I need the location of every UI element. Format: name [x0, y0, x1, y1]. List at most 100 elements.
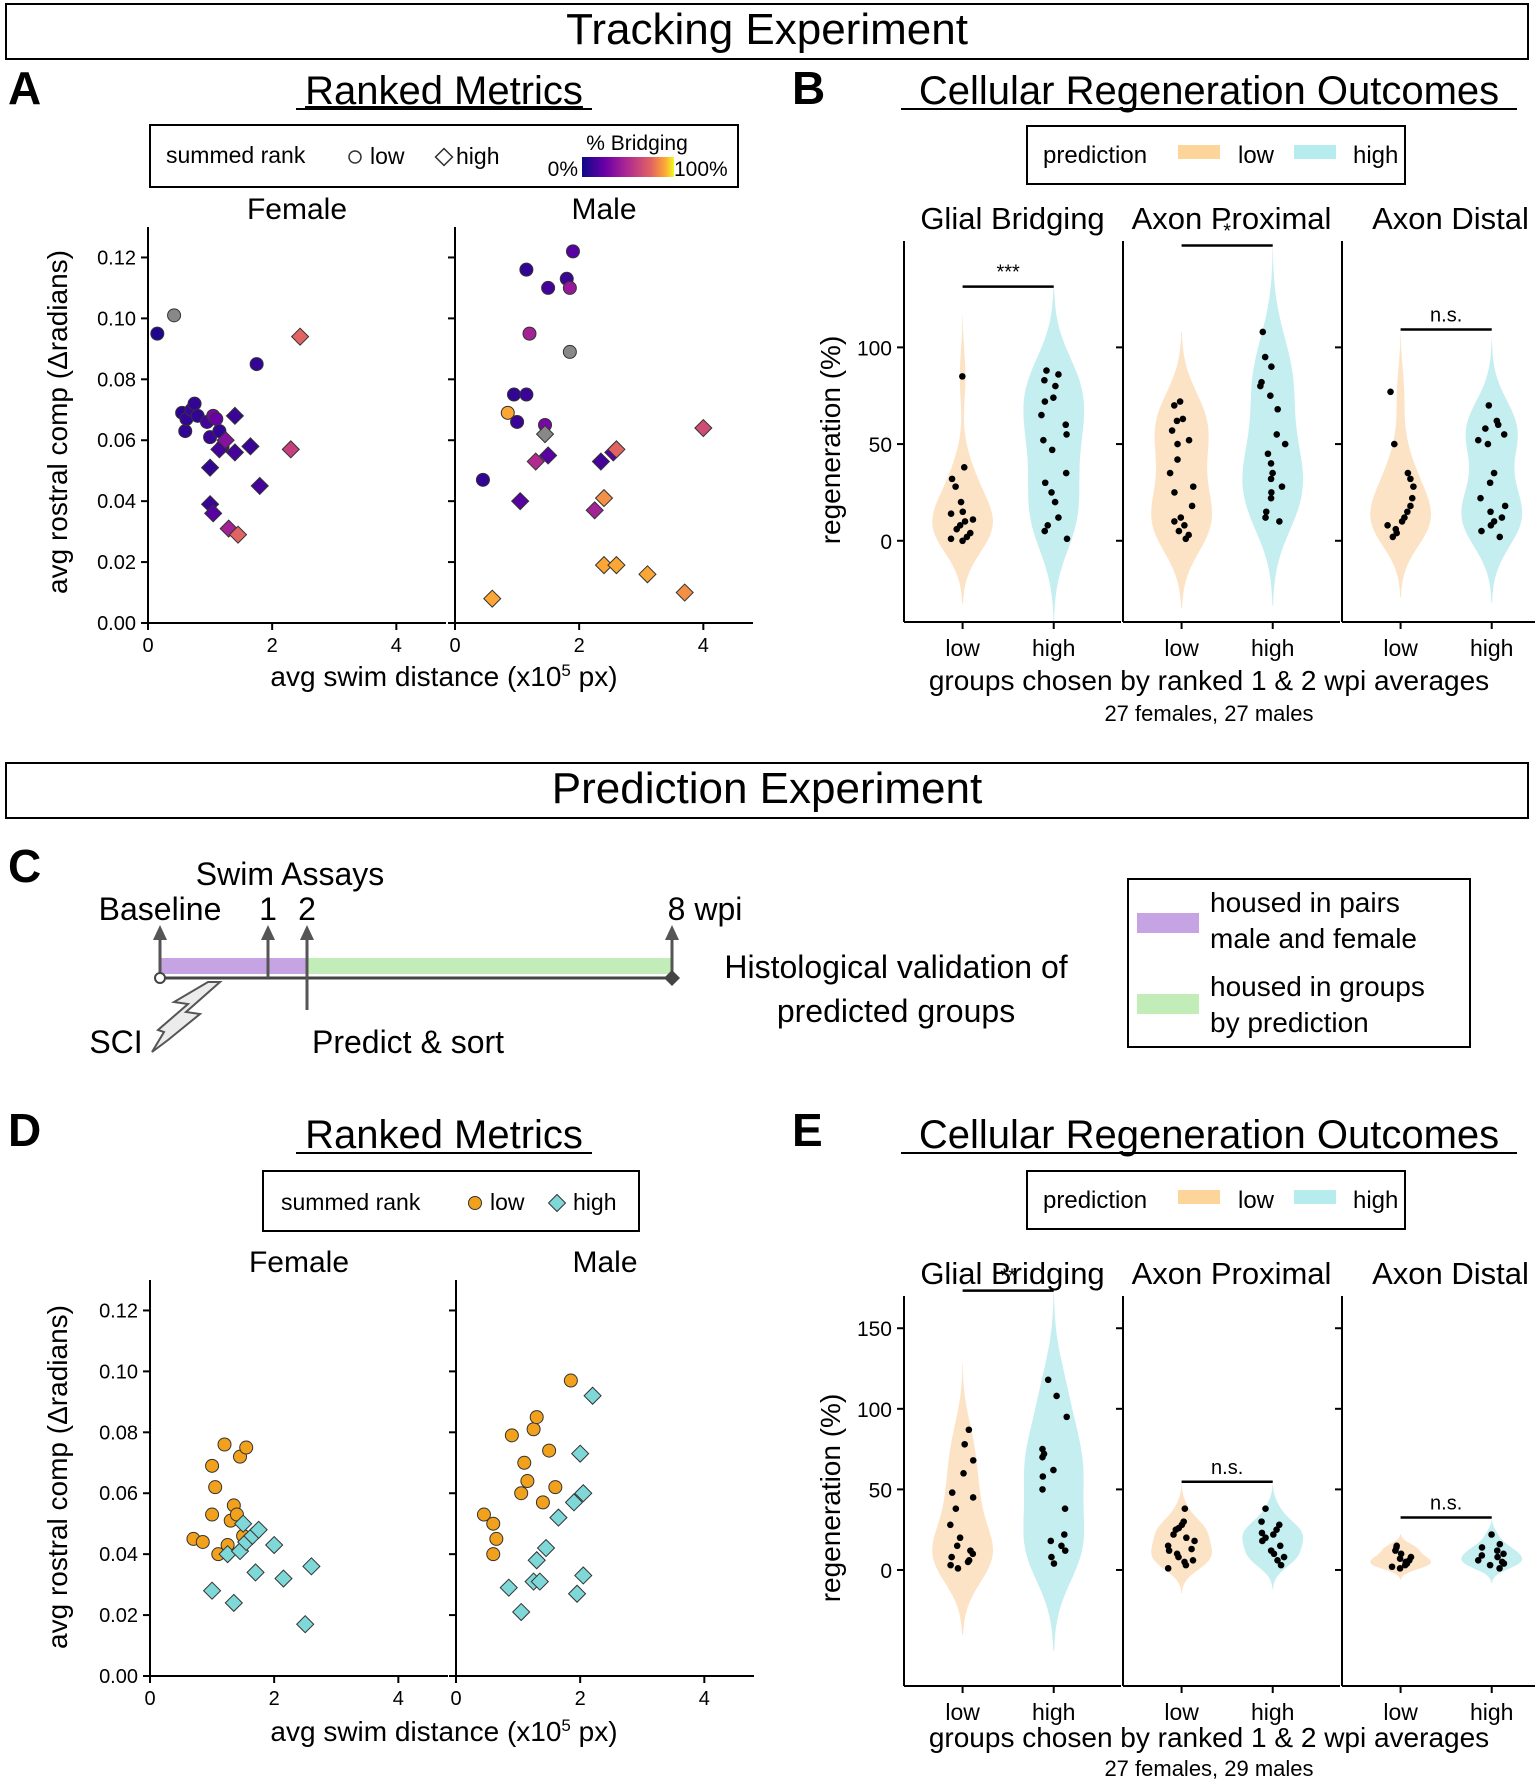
point-high — [225, 406, 245, 426]
colorbar-min: 0% — [548, 158, 578, 181]
data-point — [1484, 440, 1492, 448]
high-swatch — [1294, 1190, 1336, 1204]
data-point — [1474, 1556, 1482, 1564]
data-point — [1189, 483, 1197, 490]
point-high — [694, 418, 713, 438]
data-point — [1063, 1413, 1071, 1421]
data-point — [1268, 363, 1275, 371]
data-point — [1387, 388, 1394, 396]
point-high — [202, 1581, 222, 1600]
data-point — [1176, 398, 1184, 405]
data-point — [1041, 527, 1049, 535]
significance-label: n.s. — [1211, 1457, 1243, 1479]
data-point — [1267, 460, 1275, 467]
data-point — [1486, 479, 1494, 487]
y-tick-label: 0.06 — [97, 430, 136, 452]
panel-d-legend-label: summed rank — [281, 1189, 421, 1215]
group-housing-bar — [308, 958, 672, 974]
data-point — [1261, 353, 1269, 361]
data-point — [1501, 502, 1509, 510]
data-point — [961, 1440, 968, 1448]
data-point — [1274, 1556, 1281, 1564]
point-high — [594, 555, 614, 575]
point-high — [567, 1584, 587, 1603]
violin-low — [1370, 331, 1431, 598]
panel-letter-a: A — [8, 62, 41, 114]
data-point — [1062, 469, 1070, 477]
data-point — [956, 1534, 964, 1542]
panel-a-xlabel: avg swim distance (x105 px) — [270, 661, 617, 692]
point-high — [246, 1563, 265, 1582]
point-high — [203, 504, 223, 523]
panel-e-note: 27 females, 29 males — [1104, 1756, 1313, 1781]
data-point — [1058, 1542, 1065, 1550]
panel-e-legend-high: high — [1353, 1187, 1398, 1214]
significance-label: n.s. — [1430, 1492, 1462, 1514]
data-point — [1408, 494, 1416, 502]
data-point — [1257, 382, 1264, 390]
y-tick-label: 0.12 — [99, 1300, 138, 1322]
data-point — [948, 475, 956, 483]
data-point — [969, 516, 977, 523]
data-point — [1055, 514, 1062, 521]
point-low — [209, 411, 224, 426]
data-point — [1174, 456, 1181, 463]
point-low — [217, 1437, 232, 1452]
panel-letter-c: C — [8, 840, 41, 892]
data-point — [1410, 483, 1417, 490]
data-point — [1038, 411, 1045, 419]
point-high — [250, 476, 269, 496]
colorbar — [582, 157, 674, 177]
data-point — [1039, 1473, 1047, 1480]
data-point — [1391, 440, 1398, 448]
data-point — [960, 1469, 967, 1477]
y-tick-label: 0.02 — [97, 552, 136, 574]
data-point — [1164, 1565, 1172, 1572]
data-point — [1487, 521, 1495, 529]
data-point — [1185, 436, 1193, 444]
validation-line-1: Histological validation of — [724, 949, 1067, 985]
point-low — [486, 1547, 501, 1562]
violin-panel-title: Glial Bridging — [920, 1256, 1104, 1291]
point-low — [205, 1507, 220, 1522]
prediction-banner-box — [5, 762, 1529, 819]
paired-housing-bar — [160, 958, 308, 974]
point-high — [200, 458, 220, 477]
point-high — [570, 1444, 590, 1463]
arrow-up-icon — [261, 925, 275, 940]
data-point — [1044, 521, 1052, 529]
subplot-title: Male — [571, 193, 636, 226]
data-point — [1500, 431, 1508, 438]
tracking-banner-title: Tracking Experiment — [566, 5, 968, 54]
x-tick-label: high — [1251, 635, 1294, 661]
data-point — [1276, 1542, 1284, 1550]
panel-b-violins: Glial Bridging 0 50 100 low high *** Axon Proxi… — [857, 201, 1535, 661]
significance-label: n.s. — [1430, 304, 1462, 326]
point-high — [281, 440, 300, 459]
data-point — [1278, 483, 1286, 490]
point-high — [536, 1538, 556, 1558]
y-tick-label: 0.10 — [97, 308, 136, 330]
x-tick-label: 2 — [267, 635, 278, 657]
panel-b-note: 27 females, 27 males — [1104, 701, 1313, 726]
x-tick-label: 2 — [269, 1688, 280, 1710]
point-low — [249, 357, 264, 372]
prediction-banner-title: Prediction Experiment — [552, 764, 982, 813]
point-high — [574, 1484, 593, 1503]
point-high — [530, 1572, 550, 1591]
x-tick-label: 4 — [391, 635, 402, 657]
point-high — [233, 1514, 253, 1533]
pairs-line-2: male and female — [1210, 923, 1417, 954]
point-high — [564, 1493, 584, 1512]
pairs-swatch — [1137, 913, 1199, 933]
point-low — [517, 1455, 532, 1470]
arrow-up-icon — [300, 925, 314, 940]
validation-line-2: predicted groups — [777, 993, 1015, 1029]
point-low — [500, 405, 515, 420]
panel-d-scatter: Female 0.00 0.02 0.04 0.06 0.08 0.10 0.12 0 2 4 Mal… — [99, 1246, 754, 1710]
panel-a-legend: summed rank low high % Bridging 0% 100% — [149, 124, 739, 188]
point-high — [302, 1557, 321, 1576]
violin-panel-title: Axon Proximal — [1132, 1256, 1332, 1291]
data-point — [1401, 1561, 1409, 1569]
point-high — [511, 1602, 531, 1622]
